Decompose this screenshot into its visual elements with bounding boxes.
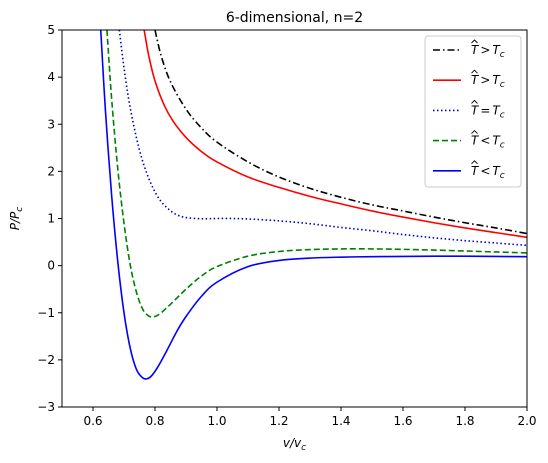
x-axis-ticks: 0.6 0.8 1.0 1.2 1.4 1.6 1.8 2.0 — [83, 407, 537, 428]
x-tick-label: 2.0 — [517, 414, 536, 428]
series-line-1 — [154, 30, 527, 235]
y-tick-label: −3 — [37, 400, 55, 414]
y-tick-label: 1 — [47, 212, 55, 226]
legend-hat-5 — [471, 160, 478, 165]
y-tick-label: −2 — [37, 353, 55, 367]
y-tick-label: 4 — [47, 70, 55, 84]
x-tick-label: 1.4 — [331, 414, 350, 428]
y-axis-ticks: −3 −2 −1 0 1 2 3 4 5 — [37, 23, 62, 414]
x-tick-label: 1.2 — [269, 414, 288, 428]
legend-label-5: T < Tc — [471, 164, 505, 181]
x-tick-label: 1.8 — [455, 414, 474, 428]
legend-hat-2 — [471, 69, 478, 74]
legend-label-4: T < Tc — [471, 134, 505, 151]
legend-items: T > Tc T > Tc T = Tc T < Tc T < Tc — [433, 39, 505, 181]
y-axis-label: P/Pc — [8, 207, 25, 231]
y-tick-label: 2 — [47, 164, 55, 178]
y-tick-label: 5 — [47, 23, 55, 37]
legend-box — [424, 35, 522, 188]
y-axis-label-main: P/P — [8, 211, 22, 230]
legend-hat-3 — [471, 99, 478, 104]
legend-label-1: T > Tc — [471, 43, 505, 60]
legend-hat-4 — [471, 129, 478, 134]
x-axis-label: v/vc — [283, 436, 306, 453]
x-tick-label: 0.8 — [145, 414, 164, 428]
legend-label-3: T = Tc — [471, 103, 505, 120]
y-tick-label: 3 — [47, 117, 55, 131]
series-line-4 — [106, 30, 527, 318]
series-layer — [99, 30, 527, 380]
y-tick-label: −1 — [37, 306, 55, 320]
series-line-2 — [143, 30, 527, 239]
legend-hat-1 — [471, 39, 478, 44]
legend-label-2: T > Tc — [471, 73, 505, 90]
x-tick-label: 0.6 — [83, 414, 102, 428]
y-axis-label-sub: c — [15, 207, 25, 212]
series-line-5 — [99, 30, 527, 380]
legend: T > Tc T > Tc T = Tc T < Tc T < Tc — [424, 35, 522, 188]
x-tick-label: 1.6 — [393, 414, 412, 428]
x-axis-label-main: v/v — [283, 436, 302, 450]
x-tick-label: 1.0 — [207, 414, 226, 428]
y-tick-label: 0 — [47, 259, 55, 273]
chart-title: 6-dimensional, n=2 — [226, 10, 363, 26]
x-axis-label-sub: c — [301, 443, 306, 453]
